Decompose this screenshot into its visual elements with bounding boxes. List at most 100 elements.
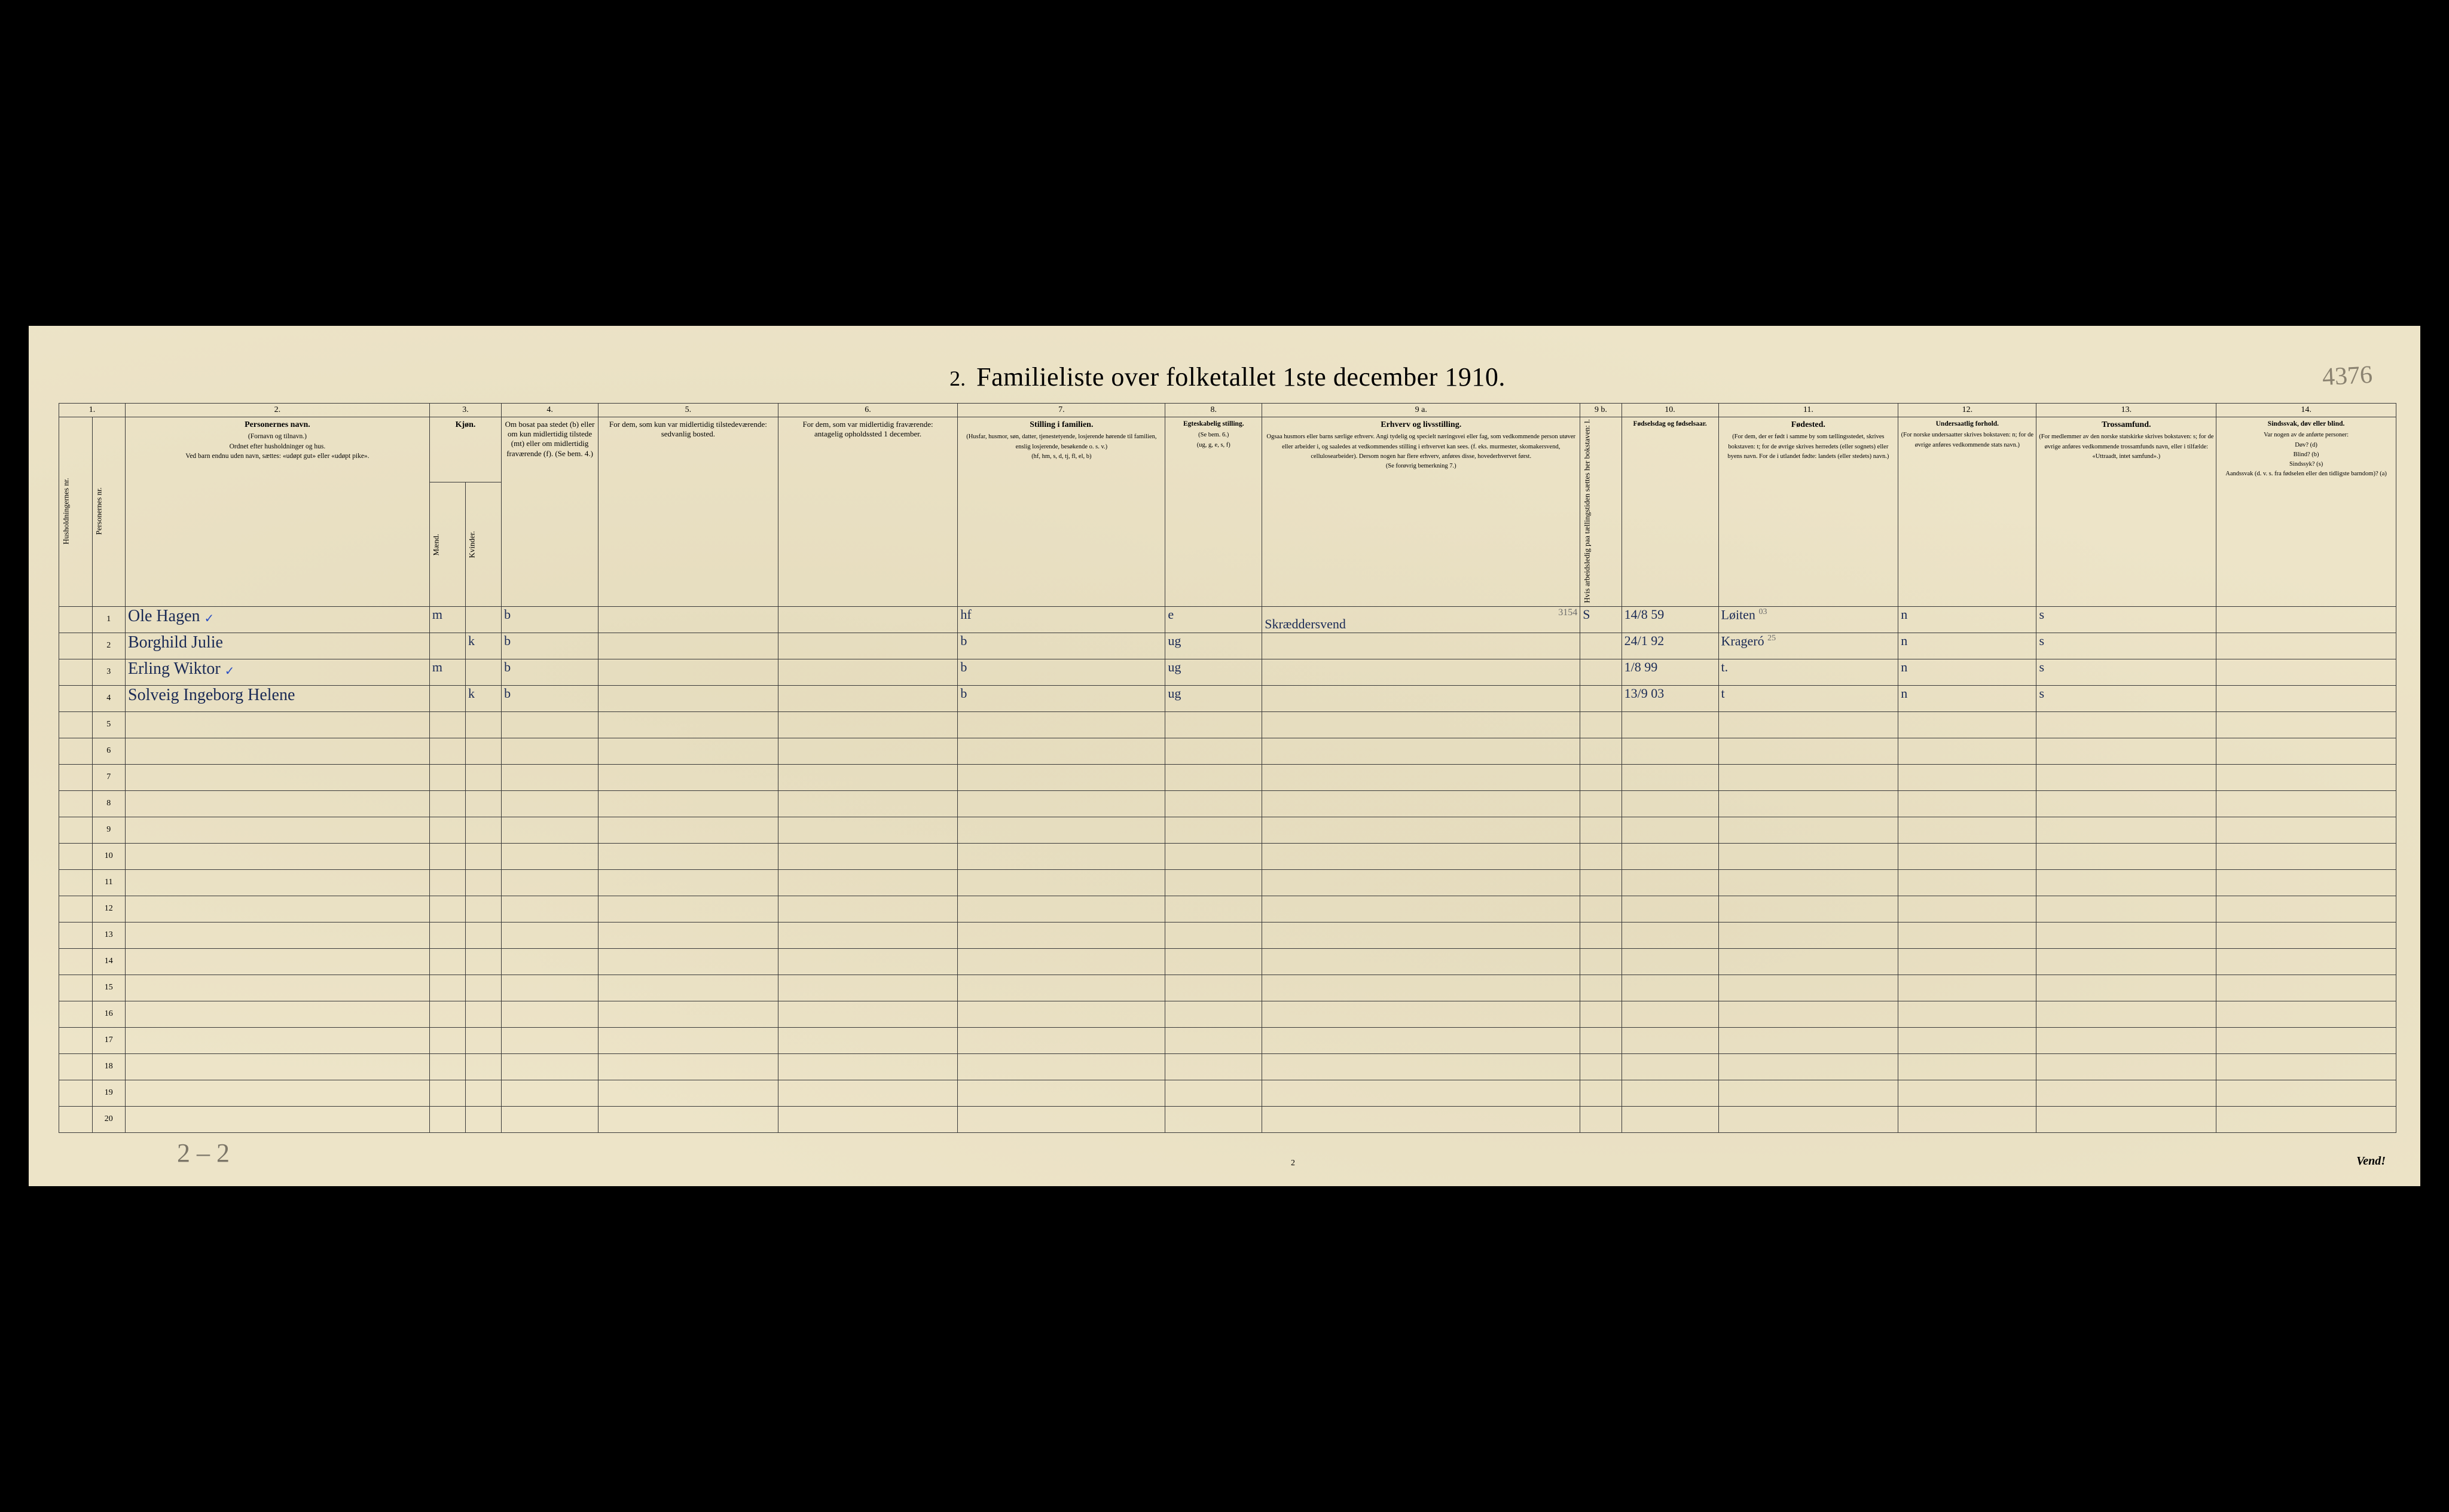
empty-cell — [1622, 738, 1718, 764]
empty-cell — [465, 1080, 501, 1106]
empty-cell — [126, 1001, 430, 1027]
empty-cell — [778, 711, 958, 738]
col-num: 5. — [598, 404, 778, 417]
header-sex: Kjøn. — [429, 417, 501, 482]
empty-cell — [126, 843, 430, 869]
household-no-cell — [59, 948, 93, 975]
household-no-cell — [59, 790, 93, 817]
birthplace-cell: t — [1718, 685, 1898, 711]
col-num: 13. — [2036, 404, 2216, 417]
person-no-cell: 1 — [92, 606, 126, 633]
page-number-bottom: 2 — [230, 1159, 2356, 1168]
empty-cell — [2216, 896, 2396, 922]
empty-cell — [2216, 948, 2396, 975]
empty-cell — [778, 869, 958, 896]
empty-cell — [2036, 922, 2216, 948]
empty-cell — [598, 869, 778, 896]
empty-cell — [1580, 1027, 1622, 1053]
empty-cell — [958, 896, 1165, 922]
empty-cell — [502, 711, 598, 738]
empty-cell — [1718, 1053, 1898, 1080]
empty-cell — [465, 843, 501, 869]
empty-cell — [1622, 1053, 1718, 1080]
empty-cell — [1262, 817, 1580, 843]
household-no-cell — [59, 975, 93, 1001]
person-no-cell: 16 — [92, 1001, 126, 1027]
empty-cell — [465, 896, 501, 922]
empty-cell — [1622, 1106, 1718, 1132]
empty-cell — [958, 764, 1165, 790]
header-col8: Egteskabelig stilling. (Se bem. 6.) (ug,… — [1165, 417, 1262, 606]
col6-cell — [778, 685, 958, 711]
header-col13: Trossamfund. (For medlemmer av den norsk… — [2036, 417, 2216, 606]
empty-cell — [1898, 922, 2036, 948]
household-no-cell — [59, 764, 93, 790]
empty-cell — [126, 869, 430, 896]
empty-cell — [429, 896, 465, 922]
empty-cell — [778, 1001, 958, 1027]
empty-cell — [778, 764, 958, 790]
empty-cell — [1718, 764, 1898, 790]
empty-cell — [1262, 764, 1580, 790]
empty-cell — [1165, 1001, 1262, 1027]
person-no-cell: 12 — [92, 896, 126, 922]
birthplace-cell: Krageró 25 — [1718, 633, 1898, 659]
table-body: 1Ole Hagen ✓mbhfe3154SkræddersvendS14/8 … — [59, 606, 2396, 1132]
empty-cell — [778, 843, 958, 869]
header-col9b: Hvis arbeidsledig paa tællingstiden sætt… — [1580, 417, 1622, 606]
empty-cell — [502, 1001, 598, 1027]
top-pencil-annotation: 4376 — [2322, 361, 2373, 392]
empty-cell — [778, 896, 958, 922]
empty-cell — [1898, 896, 2036, 922]
empty-cell — [126, 1080, 430, 1106]
col-num: 9 b. — [1580, 404, 1622, 417]
header-person-no: Personernes nr. — [92, 417, 126, 606]
birthdate-cell: 1/8 99 — [1622, 659, 1718, 685]
empty-cell — [1622, 711, 1718, 738]
empty-cell — [1262, 896, 1580, 922]
empty-cell — [598, 764, 778, 790]
empty-cell — [429, 790, 465, 817]
birthdate-cell: 13/9 03 — [1622, 685, 1718, 711]
household-no-cell — [59, 606, 93, 633]
col-num: 3. — [429, 404, 501, 417]
table-row: 18 — [59, 1053, 2396, 1080]
empty-cell — [2216, 975, 2396, 1001]
empty-cell — [598, 975, 778, 1001]
empty-cell — [465, 711, 501, 738]
col5-cell — [598, 633, 778, 659]
empty-cell — [429, 948, 465, 975]
empty-cell — [126, 711, 430, 738]
empty-cell — [2036, 896, 2216, 922]
empty-cell — [1898, 790, 2036, 817]
empty-cell — [1262, 1027, 1580, 1053]
empty-cell — [2036, 817, 2216, 843]
empty-cell — [1898, 1027, 2036, 1053]
empty-cell — [465, 1001, 501, 1027]
empty-cell — [598, 1080, 778, 1106]
empty-cell — [1622, 896, 1718, 922]
nationality-cell: n — [1898, 633, 2036, 659]
empty-cell — [778, 817, 958, 843]
occupation-cell: 3154Skræddersvend — [1262, 606, 1580, 633]
unemployed-cell: S — [1580, 606, 1622, 633]
empty-cell — [1165, 843, 1262, 869]
empty-cell — [2036, 1080, 2216, 1106]
empty-cell — [2216, 1001, 2396, 1027]
empty-cell — [958, 1080, 1165, 1106]
empty-cell — [2216, 1106, 2396, 1132]
household-no-cell — [59, 1001, 93, 1027]
empty-cell — [778, 1080, 958, 1106]
header-sex-female: Kvinder. — [465, 482, 501, 606]
empty-cell — [429, 738, 465, 764]
empty-cell — [126, 1027, 430, 1053]
col-num: 4. — [502, 404, 598, 417]
empty-cell — [958, 1027, 1165, 1053]
empty-cell — [778, 738, 958, 764]
empty-cell — [2036, 843, 2216, 869]
person-no-cell: 17 — [92, 1027, 126, 1053]
household-no-cell — [59, 1027, 93, 1053]
empty-cell — [1718, 922, 1898, 948]
empty-cell — [2216, 817, 2396, 843]
table-row: 3Erling Wiktor ✓mbbug1/8 99t.ns — [59, 659, 2396, 685]
